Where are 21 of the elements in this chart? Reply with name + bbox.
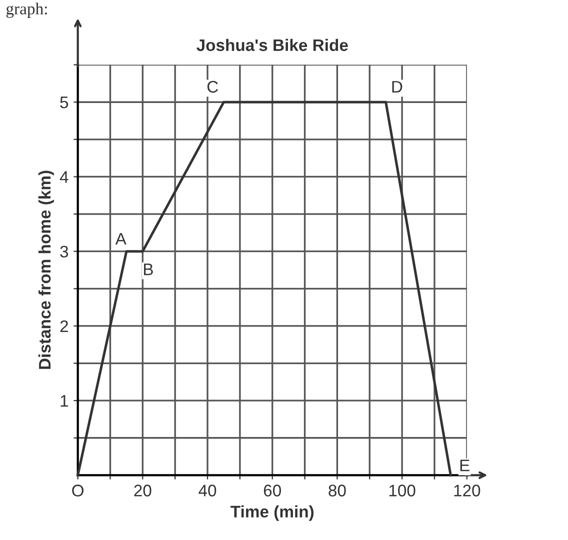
y-tick-label: 3 — [60, 246, 68, 258]
y-tick-label: 2 — [60, 320, 68, 332]
text: graph: — [6, 2, 47, 18]
x-tick-label: 100 — [389, 484, 416, 496]
x-tick-label: 120 — [454, 484, 480, 496]
chart-title: Joshua's Bike Ride — [196, 38, 348, 52]
x-tick-label: O — [72, 484, 84, 496]
annotation: D — [392, 81, 402, 93]
x-tick-label: 40 — [198, 484, 216, 496]
y-axis-title: Distance from home (km) — [38, 170, 54, 369]
x-tick-label: 80 — [328, 484, 346, 496]
annotation: A — [115, 233, 126, 245]
x-tick-label: 20 — [134, 484, 152, 496]
y-tick-label: 5 — [60, 96, 68, 108]
x-tick-label: 60 — [264, 484, 281, 496]
y-tick-label: 4 — [60, 171, 68, 183]
annotation: B — [144, 264, 153, 276]
annotation: C — [207, 80, 218, 93]
x-axis-title: Time (min) — [230, 505, 314, 521]
y-tick-label: 1 — [60, 395, 68, 407]
annotation: E — [460, 460, 470, 472]
